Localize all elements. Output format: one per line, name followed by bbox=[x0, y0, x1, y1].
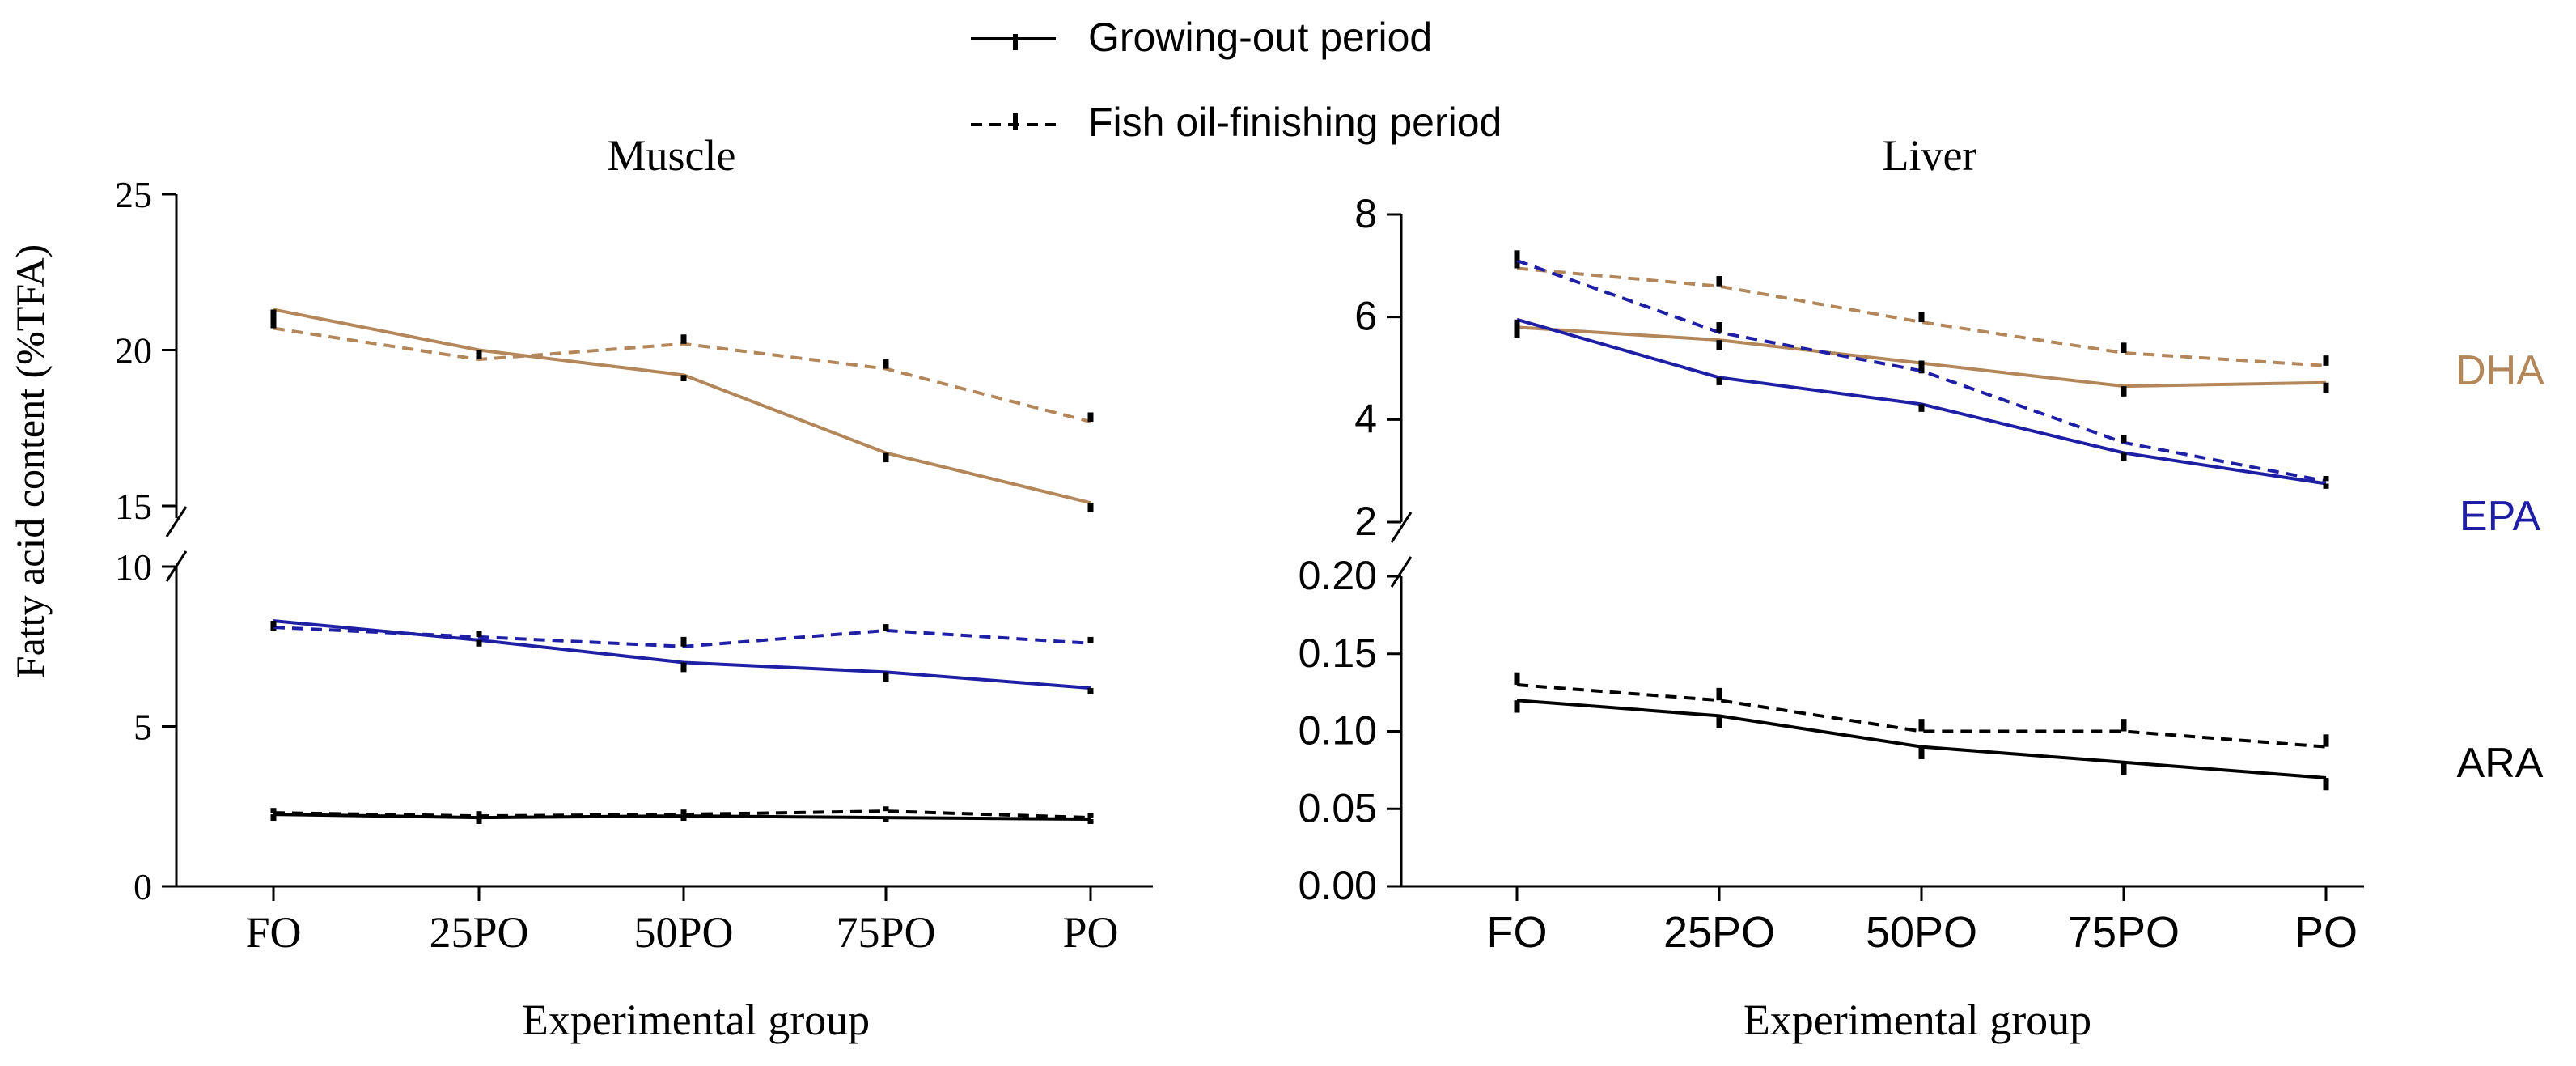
liver-title: Liver bbox=[1883, 131, 1977, 180]
muscle-axis-break-upper bbox=[165, 506, 188, 537]
liver-upper-ytick-label-2: 6 bbox=[1354, 294, 1377, 339]
muscle-xtick-label-4: PO bbox=[1062, 908, 1118, 957]
series-label-ara: ARA bbox=[2457, 740, 2544, 787]
muscle-x-ticks: FO 25PO 50PO 75PO PO bbox=[245, 886, 1119, 957]
liver-lower-ytick-label-4: 0.20 bbox=[1299, 553, 1377, 598]
legend-finishing-label: Fish oil-finishing period bbox=[1088, 100, 1502, 145]
muscle-title: Muscle bbox=[608, 131, 736, 180]
muscle-x-axis-label: Experimental group bbox=[522, 996, 870, 1044]
liver-upper-ytick-label-0: 2 bbox=[1354, 499, 1377, 544]
liver-xtick-label-0: FO bbox=[1487, 908, 1548, 957]
liver-upper-ytick-label-1: 4 bbox=[1354, 396, 1377, 441]
liver-x-axis-label: Experimental group bbox=[1743, 996, 2091, 1044]
muscle-upper-ytick-label-2: 25 bbox=[115, 174, 152, 215]
liver-upper-ytick-label-3: 8 bbox=[1354, 191, 1377, 236]
muscle-xtick-label-3: 75PO bbox=[836, 908, 935, 957]
muscle-lower-ytick-label-0: 0 bbox=[133, 866, 152, 907]
liver-series-group bbox=[1514, 250, 2329, 791]
liver-y-ticks: 2 4 6 8 0.00 0.05 0.10 0.15 0.20 bbox=[1299, 191, 1401, 908]
liver-lower-ytick-label-3: 0.15 bbox=[1299, 631, 1377, 676]
liver-dha-finishing-line bbox=[1516, 266, 2327, 367]
liver-axis-break-lower bbox=[1390, 556, 1413, 588]
liver-x-ticks: FO 25PO 50PO 75PO PO bbox=[1487, 886, 2358, 957]
y-axis-label: Fatty acid content (%TFA) bbox=[7, 244, 53, 678]
series-label-epa: EPA bbox=[2459, 493, 2541, 540]
muscle-xtick-label-2: 50PO bbox=[633, 908, 733, 957]
liver-lower-ytick-label-2: 0.10 bbox=[1299, 708, 1377, 754]
liver-xtick-label-1: 25PO bbox=[1663, 908, 1775, 957]
liver-lower-ytick-label-1: 0.05 bbox=[1299, 785, 1377, 830]
muscle-panel: Muscle 15 20 25 0 5 10 FO 25PO 50PO 75PO PO Exper… bbox=[115, 131, 1153, 1044]
muscle-lower-ytick-label-1: 5 bbox=[133, 707, 152, 748]
liver-axis-break-upper bbox=[1390, 512, 1413, 543]
muscle-lower-ytick-label-2: 10 bbox=[115, 546, 152, 588]
legend-growing-label: Growing-out period bbox=[1088, 15, 1432, 60]
muscle-y-ticks: 15 20 25 0 5 10 bbox=[115, 174, 176, 907]
muscle-upper-ytick-label-0: 15 bbox=[115, 486, 152, 527]
legend: Growing-out period Fish oil-finishing pe… bbox=[971, 15, 1502, 145]
muscle-series-group bbox=[270, 308, 1094, 824]
series-label-dha: DHA bbox=[2455, 347, 2544, 394]
liver-lower-ytick-label-0: 0.00 bbox=[1299, 863, 1377, 908]
liver-xtick-label-3: 75PO bbox=[2068, 908, 2180, 957]
muscle-upper-ytick-label-1: 20 bbox=[115, 330, 152, 372]
muscle-xtick-label-0: FO bbox=[245, 908, 301, 957]
liver-panel: Liver 2 4 6 8 0.00 0.05 0.10 0.15 0.20 FO 25PO 50P… bbox=[1299, 131, 2364, 1044]
liver-xtick-label-2: 50PO bbox=[1866, 908, 1977, 957]
muscle-xtick-label-1: 25PO bbox=[429, 908, 528, 957]
muscle-epa-growing-line bbox=[273, 619, 1091, 690]
liver-xtick-label-4: PO bbox=[2294, 908, 2358, 957]
liver-ara-finishing-line bbox=[1516, 683, 2327, 749]
